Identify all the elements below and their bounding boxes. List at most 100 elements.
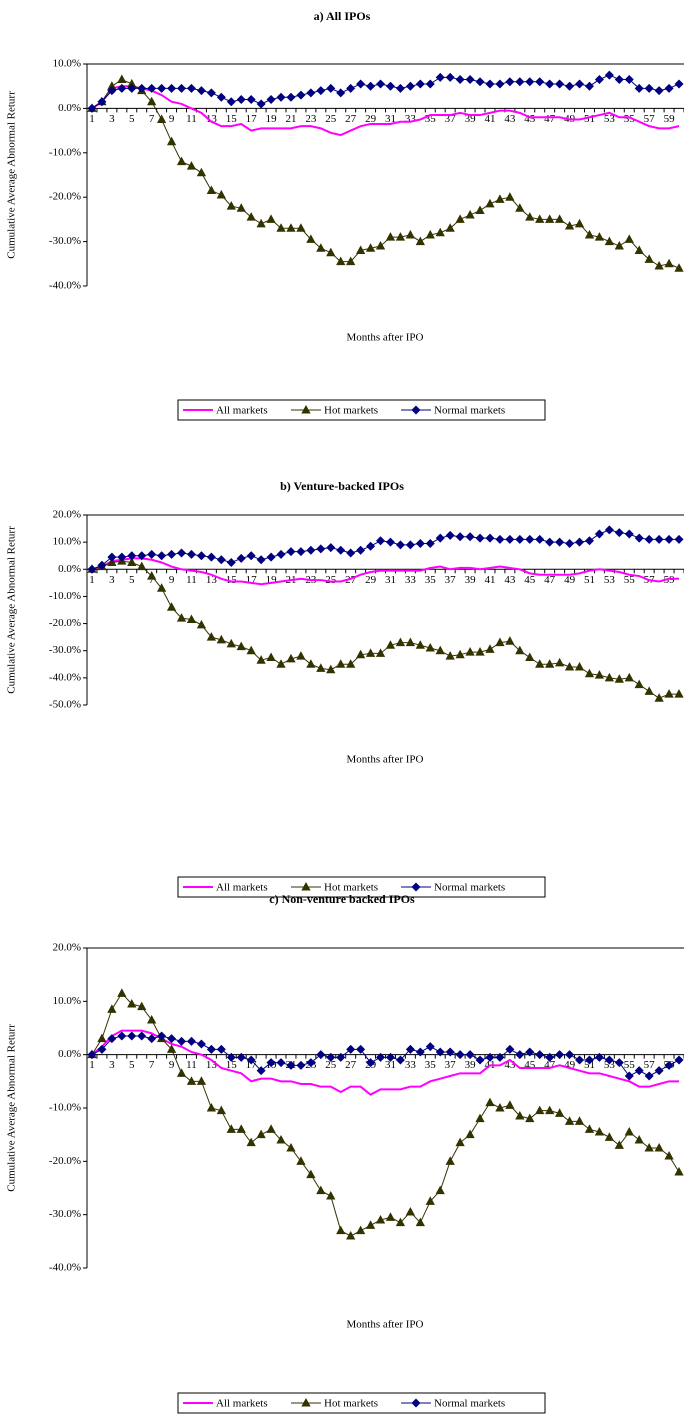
marker-triangle (316, 243, 326, 252)
marker-diamond (395, 1055, 405, 1065)
marker-triangle (644, 254, 654, 263)
marker-diamond (137, 83, 147, 93)
marker-triangle (147, 96, 157, 106)
marker-triangle (266, 214, 276, 223)
x-tick-label: 55 (624, 1059, 636, 1071)
marker-triangle (127, 998, 137, 1008)
marker-triangle (584, 1124, 595, 1133)
x-tick-label: 57 (644, 113, 656, 125)
marker-triangle (545, 659, 555, 668)
marker-diamond (674, 534, 684, 544)
marker-triangle (395, 1217, 406, 1227)
marker-triangle (336, 659, 346, 668)
marker-triangle (137, 561, 147, 571)
legend-label: Hot markets (324, 882, 378, 894)
marker-triangle (196, 1076, 207, 1085)
x-tick-label: 17 (246, 1059, 258, 1071)
y-tick-label: -10.0% (49, 1102, 81, 1114)
marker-triangle (137, 1001, 147, 1011)
marker-diamond (411, 882, 421, 892)
marker-triangle (206, 185, 217, 195)
marker-diamond (624, 1071, 634, 1081)
marker-triangle (525, 212, 535, 221)
marker-diamond (411, 1398, 421, 1408)
marker-triangle (256, 1129, 266, 1139)
marker-diamond (316, 544, 326, 554)
x-tick-label: 7 (149, 1059, 155, 1071)
x-tick-label: 35 (425, 574, 437, 586)
marker-triangle (301, 1397, 311, 1407)
marker-triangle (435, 227, 445, 237)
marker-diamond (186, 83, 196, 93)
marker-triangle (584, 229, 595, 239)
marker-diamond (206, 552, 216, 562)
marker-diamond (246, 551, 256, 561)
marker-diamond (376, 536, 386, 546)
marker-diamond (525, 1047, 535, 1057)
marker-triangle (306, 234, 316, 243)
y-tick-label: 20.0% (53, 942, 81, 954)
marker-triangle (425, 229, 435, 239)
y-tick-label: -20.0% (49, 191, 81, 203)
marker-triangle (365, 1220, 376, 1229)
marker-diamond (515, 77, 525, 87)
marker-triangle (196, 619, 207, 629)
marker-diamond (137, 551, 147, 561)
marker-diamond (515, 534, 525, 544)
marker-diamond (445, 72, 455, 82)
marker-diamond (316, 86, 326, 96)
x-tick-label: 33 (405, 1059, 417, 1071)
marker-diamond (226, 557, 236, 568)
marker-triangle (266, 1124, 276, 1133)
marker-diamond (196, 86, 206, 96)
marker-diamond (425, 1042, 435, 1052)
marker-triangle (286, 1142, 296, 1152)
marker-triangle (226, 638, 236, 648)
x-tick-label: 35 (425, 113, 437, 125)
legend-box (177, 1392, 546, 1414)
legend-label: Normal markets (434, 882, 505, 894)
marker-triangle (465, 1129, 475, 1139)
x-tick-label: 9 (169, 1059, 175, 1071)
marker-triangle (355, 245, 366, 254)
marker-triangle (385, 232, 396, 241)
marker-diamond (535, 1050, 545, 1060)
marker-triangle (405, 229, 416, 239)
marker-triangle (415, 236, 425, 246)
marker-diamond (555, 537, 565, 547)
marker-diamond (97, 560, 107, 570)
x-tick-label: 25 (325, 574, 337, 586)
marker-triangle (594, 670, 605, 679)
marker-diamond (475, 1055, 485, 1065)
marker-diamond (614, 528, 624, 538)
x-tick-label: 33 (405, 574, 417, 586)
marker-triangle (604, 1132, 615, 1141)
marker-diamond (565, 81, 575, 91)
marker-triangle (475, 205, 485, 215)
marker-diamond (385, 1052, 395, 1062)
marker-diamond (485, 533, 495, 543)
marker-triangle (545, 1105, 555, 1115)
marker-diamond (246, 95, 256, 105)
marker-diamond (286, 92, 296, 102)
y-axis-title: Cumulative Average Abnormal Returr (6, 526, 18, 694)
marker-triangle (206, 1102, 217, 1112)
x-tick-label: 13 (206, 113, 218, 125)
marker-diamond (565, 1050, 575, 1060)
y-tick-label: -10.0% (49, 590, 81, 602)
marker-diamond (555, 79, 565, 89)
marker-diamond (276, 1058, 286, 1068)
marker-triangle (485, 644, 495, 653)
marker-diamond (545, 537, 555, 547)
marker-triangle (644, 686, 654, 695)
x-tick-label: 25 (325, 113, 337, 125)
marker-diamond (356, 79, 366, 89)
marker-triangle (156, 583, 167, 592)
marker-diamond (286, 547, 296, 557)
y-tick-label: 0.0% (58, 102, 81, 114)
x-tick-label: 25 (325, 1059, 337, 1071)
y-tick-label: 10.0% (53, 536, 81, 548)
marker-diamond (216, 555, 226, 565)
marker-diamond (87, 1050, 97, 1060)
